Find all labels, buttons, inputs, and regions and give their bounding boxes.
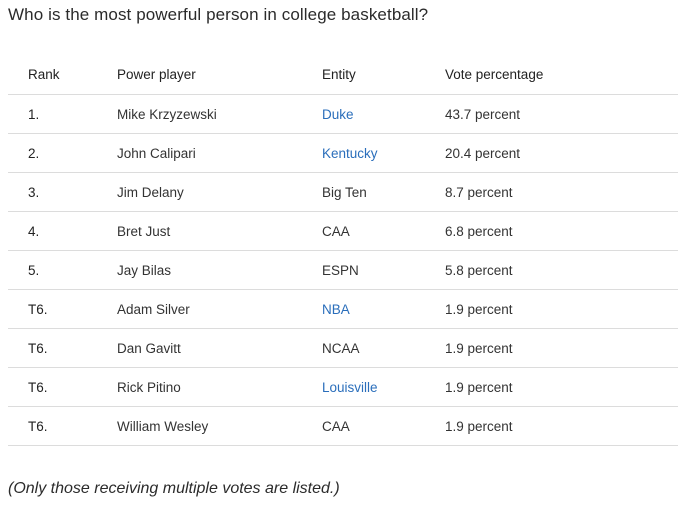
vote-percentage-cell: 8.7 percent <box>445 172 678 212</box>
player-cell: Adam Silver <box>117 289 322 329</box>
power-rankings-table: Rank Power player Entity Vote percentage… <box>8 55 678 446</box>
header-power-player: Power player <box>117 55 322 95</box>
entity-label: CAA <box>322 418 350 434</box>
entity-label: ESPN <box>322 262 359 278</box>
entity-cell: Kentucky <box>322 133 445 173</box>
rank-cell: 2. <box>8 133 117 173</box>
player-cell: Bret Just <box>117 211 322 251</box>
rank-cell: T6. <box>8 328 117 368</box>
vote-percentage-cell: 1.9 percent <box>445 406 678 446</box>
rank-cell: 1. <box>8 94 117 134</box>
table-row: T6. William Wesley CAA 1.9 percent <box>8 406 678 446</box>
player-cell: Jim Delany <box>117 172 322 212</box>
player-cell: John Calipari <box>117 133 322 173</box>
table-body: 1. Mike Krzyzewski Duke 43.7 percent 2. John … <box>8 94 678 446</box>
rank-cell: T6. <box>8 367 117 407</box>
entity-label: NCAA <box>322 340 360 356</box>
vote-percentage-cell: 1.9 percent <box>445 328 678 368</box>
table-row: T6. Adam Silver NBA 1.9 percent <box>8 289 678 329</box>
entity-cell: ESPN <box>322 250 445 290</box>
entity-cell: CAA <box>322 211 445 251</box>
entity-label: CAA <box>322 223 350 239</box>
entity-link[interactable]: Duke <box>322 106 354 122</box>
table-row: 2. John Calipari Kentucky 20.4 percent <box>8 133 678 173</box>
entity-cell: Duke <box>322 94 445 134</box>
table-row: T6. Rick Pitino Louisville 1.9 percent <box>8 367 678 407</box>
entity-cell: NCAA <box>322 328 445 368</box>
entity-link[interactable]: Kentucky <box>322 145 378 161</box>
vote-percentage-cell: 5.8 percent <box>445 250 678 290</box>
rank-cell: T6. <box>8 406 117 446</box>
table-row: 4. Bret Just CAA 6.8 percent <box>8 211 678 251</box>
table-header-row: Rank Power player Entity Vote percentage <box>8 55 678 95</box>
header-rank: Rank <box>8 55 117 95</box>
entity-cell: Big Ten <box>322 172 445 212</box>
player-cell: Rick Pitino <box>117 367 322 407</box>
entity-cell: Louisville <box>322 367 445 407</box>
table-row: T6. Dan Gavitt NCAA 1.9 percent <box>8 328 678 368</box>
vote-percentage-cell: 6.8 percent <box>445 211 678 251</box>
header-vote-percentage: Vote percentage <box>445 55 678 95</box>
player-cell: Mike Krzyzewski <box>117 94 322 134</box>
entity-link[interactable]: NBA <box>322 301 350 317</box>
player-cell: Dan Gavitt <box>117 328 322 368</box>
table-row: 1. Mike Krzyzewski Duke 43.7 percent <box>8 94 678 134</box>
rank-cell: 5. <box>8 250 117 290</box>
vote-percentage-cell: 1.9 percent <box>445 289 678 329</box>
rank-cell: 3. <box>8 172 117 212</box>
page-title: Who is the most powerful person in colle… <box>8 5 429 24</box>
rank-cell: T6. <box>8 289 117 329</box>
vote-percentage-cell: 20.4 percent <box>445 133 678 173</box>
entity-cell: NBA <box>322 289 445 329</box>
vote-percentage-cell: 1.9 percent <box>445 367 678 407</box>
entity-cell: CAA <box>322 406 445 446</box>
player-cell: Jay Bilas <box>117 250 322 290</box>
footnote: (Only those receiving multiple votes are… <box>8 480 340 497</box>
header-entity: Entity <box>322 55 445 95</box>
table-row: 3. Jim Delany Big Ten 8.7 percent <box>8 172 678 212</box>
vote-percentage-cell: 43.7 percent <box>445 94 678 134</box>
entity-label: Big Ten <box>322 184 367 200</box>
player-cell: William Wesley <box>117 406 322 446</box>
entity-link[interactable]: Louisville <box>322 379 378 395</box>
rank-cell: 4. <box>8 211 117 251</box>
table-row: 5. Jay Bilas ESPN 5.8 percent <box>8 250 678 290</box>
